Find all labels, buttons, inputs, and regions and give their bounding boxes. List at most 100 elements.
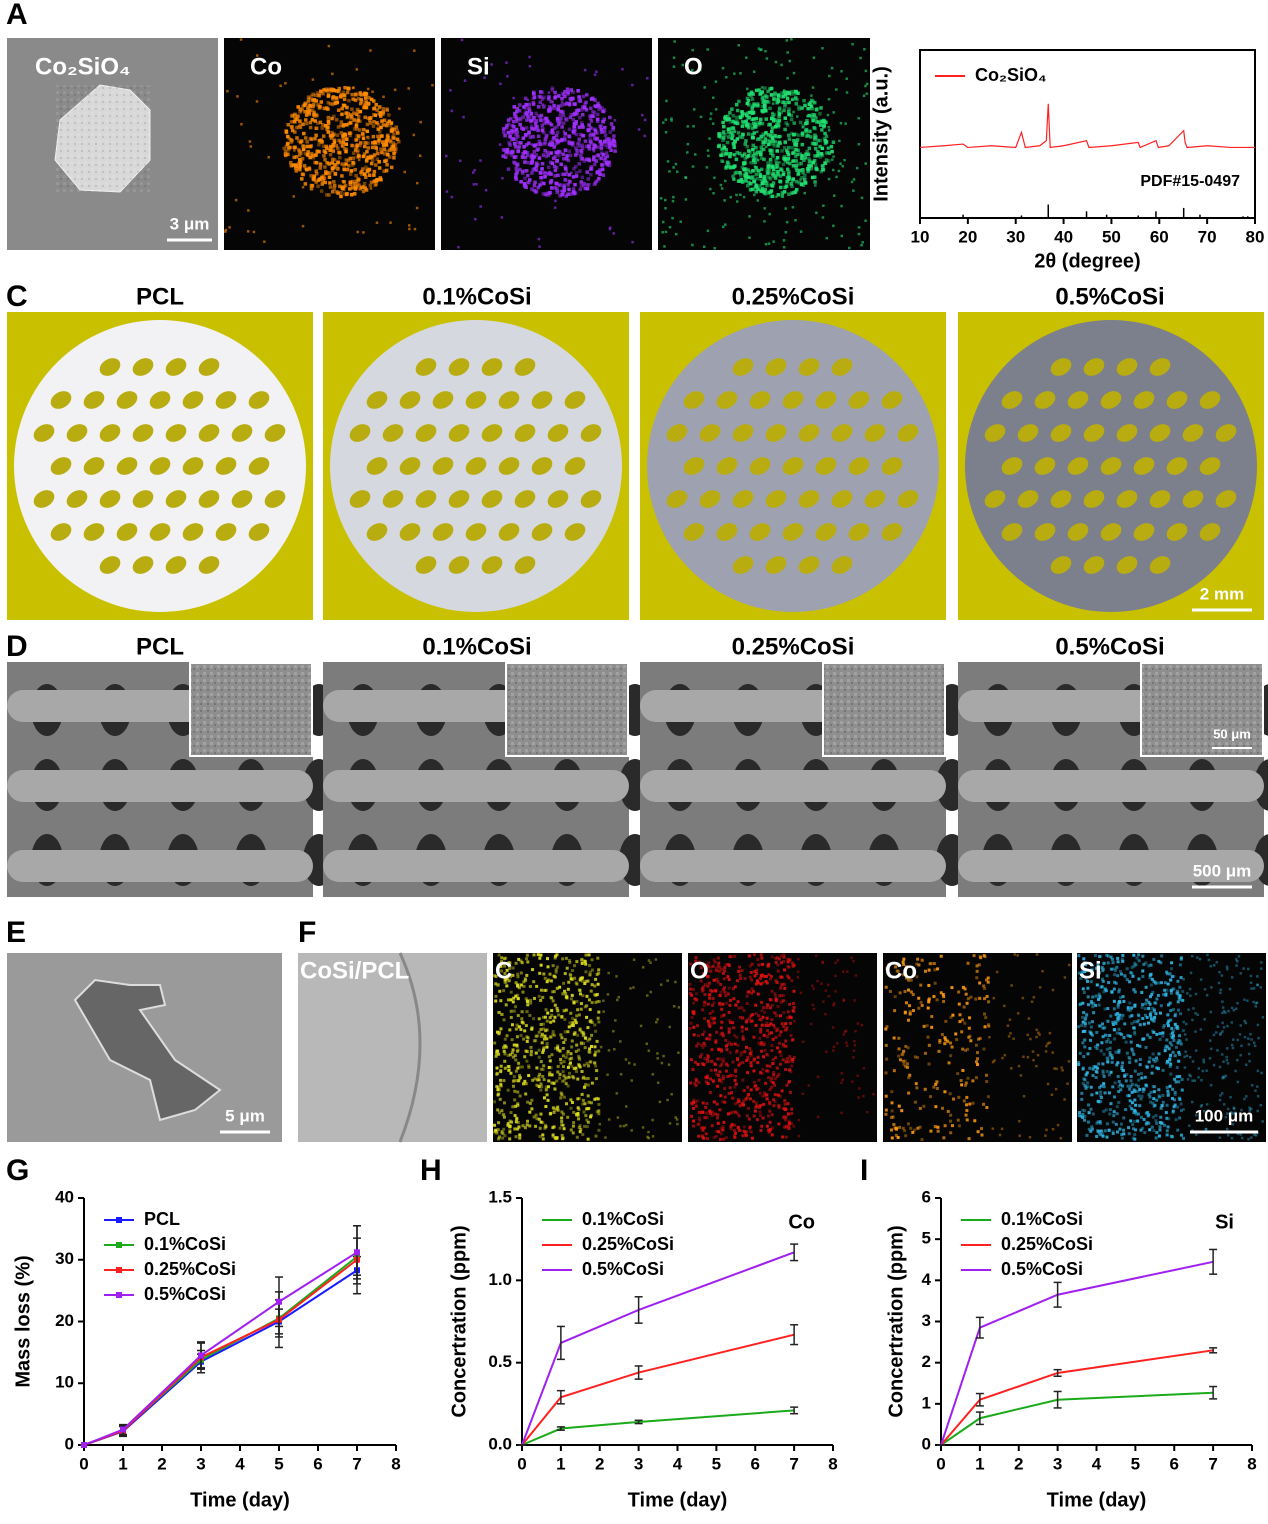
speckle <box>840 69 843 73</box>
speckle <box>935 1086 939 1090</box>
text: PCL <box>136 283 184 310</box>
pore <box>498 457 520 475</box>
speckle <box>588 137 592 141</box>
speckle <box>784 1044 788 1048</box>
speckle <box>364 175 368 179</box>
speckle <box>367 168 372 172</box>
speckle <box>1125 967 1129 971</box>
pore <box>231 424 253 442</box>
speckle <box>759 152 763 157</box>
speckle <box>532 188 536 193</box>
speckle <box>589 1113 593 1117</box>
speckle <box>514 127 519 132</box>
speckle <box>715 1129 719 1133</box>
speckle <box>802 177 807 181</box>
speckle <box>551 156 556 161</box>
speckle <box>809 163 813 168</box>
speckle <box>505 1034 509 1038</box>
speckle <box>778 1094 782 1098</box>
speckle <box>737 99 741 104</box>
speckle <box>709 965 713 969</box>
speckle <box>324 171 328 176</box>
speckle <box>786 100 790 105</box>
speckle <box>548 1016 552 1020</box>
speckle <box>588 1047 592 1051</box>
speckle <box>769 1022 773 1026</box>
speckle <box>1088 1066 1092 1070</box>
speckle <box>768 1102 772 1106</box>
speckle <box>394 125 398 130</box>
speckle <box>647 1136 650 1140</box>
speckle <box>548 160 553 165</box>
speckle <box>1142 1117 1146 1121</box>
pore <box>1083 424 1105 442</box>
speckle <box>348 180 352 185</box>
speckle <box>1085 979 1089 983</box>
speckle <box>543 192 547 197</box>
speckle <box>1128 1001 1132 1005</box>
speckle <box>330 168 335 173</box>
speckle <box>1081 987 1085 991</box>
speckle <box>783 1118 787 1122</box>
speckle <box>668 1025 671 1029</box>
speckle <box>539 1088 543 1092</box>
speckle <box>532 167 537 171</box>
speckle <box>566 1065 570 1069</box>
speckle <box>1130 1047 1134 1051</box>
speckle <box>552 164 557 169</box>
speckle <box>841 1078 845 1082</box>
speckle <box>908 1012 912 1016</box>
speckle <box>313 119 318 123</box>
speckle <box>528 135 533 140</box>
speckle <box>503 1052 507 1056</box>
speckle <box>302 131 306 136</box>
speckle <box>600 167 605 172</box>
speckle <box>1129 1040 1133 1044</box>
pore <box>182 391 204 409</box>
speckle <box>284 144 289 149</box>
speckle <box>720 147 724 151</box>
speckle <box>578 187 582 192</box>
speckle <box>773 92 777 96</box>
speckle <box>562 1040 566 1044</box>
speckle <box>582 159 587 163</box>
pore <box>399 457 421 475</box>
speckle <box>613 1047 616 1051</box>
speckle <box>517 957 521 961</box>
speckle <box>536 163 540 167</box>
speckle <box>942 995 946 999</box>
speckle <box>1038 1033 1041 1036</box>
pore <box>765 490 787 508</box>
speckle <box>538 956 542 960</box>
speckle <box>745 144 750 149</box>
speckle <box>345 90 350 95</box>
speckle <box>790 1121 794 1125</box>
speckle <box>787 137 792 141</box>
speckle <box>754 1003 758 1007</box>
speckle <box>704 963 708 967</box>
speckle <box>549 151 553 155</box>
speckle <box>779 1030 783 1034</box>
speckle <box>555 159 559 164</box>
speckle <box>754 116 759 121</box>
speckle <box>303 166 308 171</box>
speckle <box>790 38 793 41</box>
speckle <box>631 240 634 244</box>
speckle <box>568 1021 572 1025</box>
speckle <box>744 1020 748 1024</box>
speckle <box>950 986 954 990</box>
speckle <box>328 152 333 157</box>
speckle <box>385 107 389 111</box>
speckle <box>1101 1072 1105 1076</box>
speckle <box>511 149 515 154</box>
speckle <box>521 1124 525 1128</box>
pore <box>732 490 754 508</box>
speckle <box>1177 1038 1181 1042</box>
pore <box>132 490 154 508</box>
speckle <box>724 148 729 152</box>
speckle <box>767 175 771 180</box>
pore <box>382 424 404 442</box>
speckle <box>778 174 783 178</box>
speckle <box>772 97 776 101</box>
speckle <box>560 125 564 129</box>
